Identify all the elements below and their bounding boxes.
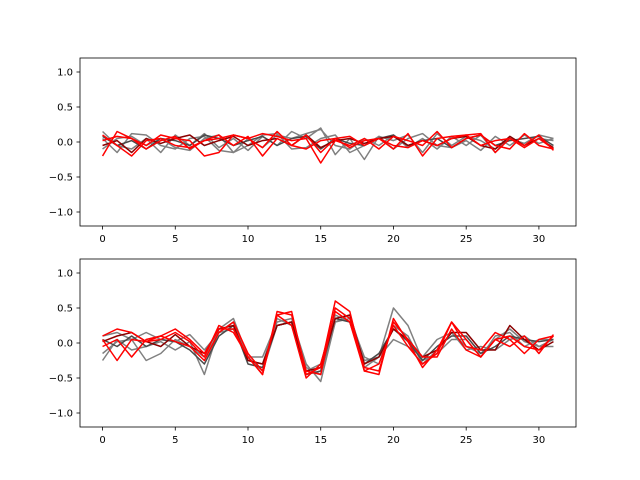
x-tick-label: 25 — [460, 435, 473, 446]
series-group — [101, 127, 554, 164]
y-tick-label: 1.0 — [57, 68, 73, 79]
y-tick-label: 0.0 — [57, 339, 73, 350]
x-tick-label: 15 — [314, 435, 327, 446]
y-tick-label: 0.0 — [57, 138, 73, 149]
x-tick-label: 30 — [533, 435, 546, 446]
x-tick-label: 0 — [99, 435, 105, 446]
y-tick-label: −0.5 — [49, 173, 73, 184]
y-tick-label: −1.0 — [49, 208, 73, 219]
y-tick-label: −0.5 — [49, 374, 73, 385]
series-line-1 — [102, 127, 554, 161]
series-line-7 — [102, 130, 554, 157]
series-line-8 — [102, 134, 554, 157]
x-tick-label: 0 — [99, 234, 105, 245]
subplot-1: 0 5 10 15 20 25 30 −1.0 −0.5 0.0 0.5 1.0 — [49, 57, 577, 245]
x-tick-label: 25 — [460, 234, 473, 245]
x-tick-label: 10 — [242, 234, 255, 245]
y-tick-label: 1.0 — [57, 269, 73, 280]
x-tick-label: 20 — [387, 234, 400, 245]
series-line-8 — [102, 307, 555, 376]
x-tick-label: 5 — [172, 435, 178, 446]
x-tick-label: 15 — [314, 234, 327, 245]
series-line-3 — [102, 132, 554, 154]
series-group — [101, 300, 555, 383]
x-tick-label: 30 — [533, 234, 546, 245]
y-tick-label: 0.5 — [57, 304, 73, 315]
subplot-2: 0 5 10 15 20 25 30 −1.0 −0.5 0.0 0.5 1.0 — [49, 258, 577, 446]
x-tick-label: 10 — [242, 435, 255, 446]
x-tick-label: 20 — [387, 435, 400, 446]
y-tick-label: −1.0 — [49, 409, 73, 420]
series-line-7 — [101, 300, 554, 376]
y-tick-label: 0.5 — [57, 103, 73, 114]
x-tick-label: 5 — [172, 234, 178, 245]
